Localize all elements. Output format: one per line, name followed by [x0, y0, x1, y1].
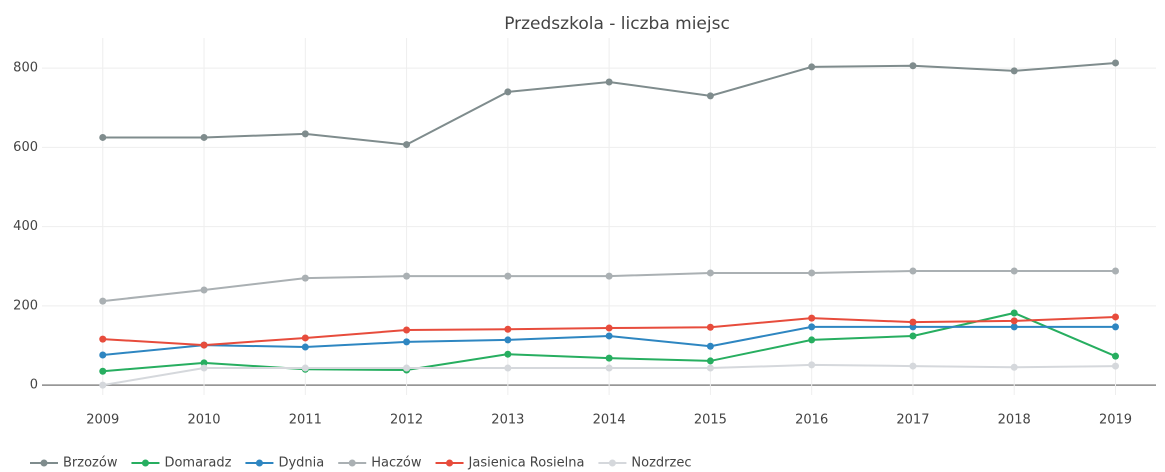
data-point [99, 367, 107, 375]
data-point [909, 332, 917, 340]
legend-label: Nozdrzec [631, 456, 691, 471]
x-tick-label: 2009 [86, 413, 119, 428]
x-tick-label: 2011 [289, 413, 322, 428]
y-tick-label: 0 [30, 378, 38, 393]
data-point [504, 88, 512, 96]
data-point [1111, 352, 1119, 360]
data-point [1111, 313, 1119, 321]
data-point [605, 354, 613, 362]
data-point [99, 297, 107, 305]
data-point [605, 332, 613, 340]
data-point [99, 133, 107, 141]
data-point [200, 359, 208, 367]
data-point [504, 325, 512, 333]
data-point [808, 323, 816, 331]
data-point [403, 338, 411, 346]
x-tick-label: 2016 [795, 413, 828, 428]
data-point [909, 267, 917, 275]
data-point [99, 351, 107, 359]
y-tick-label: 600 [13, 140, 38, 155]
legend-swatch-dot [446, 459, 454, 467]
data-point [1010, 267, 1018, 275]
data-point [909, 362, 917, 370]
data-point [706, 323, 714, 331]
y-tick-label: 800 [13, 61, 38, 76]
data-point [706, 364, 714, 372]
data-point [909, 318, 917, 326]
data-point [808, 314, 816, 322]
legend-swatch-dot [40, 459, 48, 467]
data-point [808, 361, 816, 369]
data-point [1111, 267, 1119, 275]
legend-swatch-dot [255, 459, 263, 467]
data-point [301, 334, 309, 342]
x-tick-label: 2015 [694, 413, 727, 428]
x-tick-label: 2018 [998, 413, 1031, 428]
data-point [808, 63, 816, 71]
legend-swatch-dot [348, 459, 356, 467]
data-point [808, 269, 816, 277]
data-point [504, 272, 512, 280]
data-point [1010, 309, 1018, 317]
data-point [605, 78, 613, 86]
data-point [99, 381, 107, 389]
data-point [403, 141, 411, 149]
data-point [706, 342, 714, 350]
data-point [301, 274, 309, 282]
data-point [706, 92, 714, 100]
data-point [504, 350, 512, 358]
x-tick-label: 2013 [491, 413, 524, 428]
data-point [200, 286, 208, 294]
data-point [200, 133, 208, 141]
x-tick-label: 2014 [593, 413, 626, 428]
data-point [301, 343, 309, 351]
legend-swatch-dot [141, 459, 149, 467]
data-point [200, 364, 208, 372]
legend-label: Domaradz [164, 456, 231, 471]
data-point [403, 364, 411, 372]
data-point [1111, 323, 1119, 331]
data-point [909, 62, 917, 70]
x-tick-label: 2010 [187, 413, 220, 428]
data-point [1111, 59, 1119, 67]
y-tick-label: 400 [13, 219, 38, 234]
data-point [1111, 362, 1119, 370]
data-point [1010, 323, 1018, 331]
legend-label: Dydnia [278, 456, 324, 471]
data-point [605, 324, 613, 332]
data-point [706, 269, 714, 277]
legend-swatch-dot [608, 459, 616, 467]
data-point [403, 272, 411, 280]
legend-label: Jasienica Rosielna [468, 456, 585, 471]
data-point [99, 335, 107, 343]
data-point [504, 364, 512, 372]
x-tick-label: 2019 [1099, 413, 1132, 428]
data-point [1010, 67, 1018, 75]
legend-label: Haczów [371, 456, 422, 471]
data-point [1010, 317, 1018, 325]
x-tick-label: 2012 [390, 413, 423, 428]
data-point [808, 336, 816, 344]
y-tick-label: 200 [13, 298, 38, 313]
data-point [1010, 363, 1018, 371]
legend-label: Brzozów [63, 456, 118, 471]
data-point [504, 336, 512, 344]
data-point [605, 272, 613, 280]
data-point [301, 130, 309, 138]
chart-title: Przedszkola - liczba miejsc [504, 14, 730, 34]
data-point [605, 364, 613, 372]
data-point [403, 326, 411, 334]
data-point [200, 341, 208, 349]
x-tick-label: 2017 [896, 413, 929, 428]
data-point [301, 364, 309, 372]
data-point [706, 357, 714, 365]
